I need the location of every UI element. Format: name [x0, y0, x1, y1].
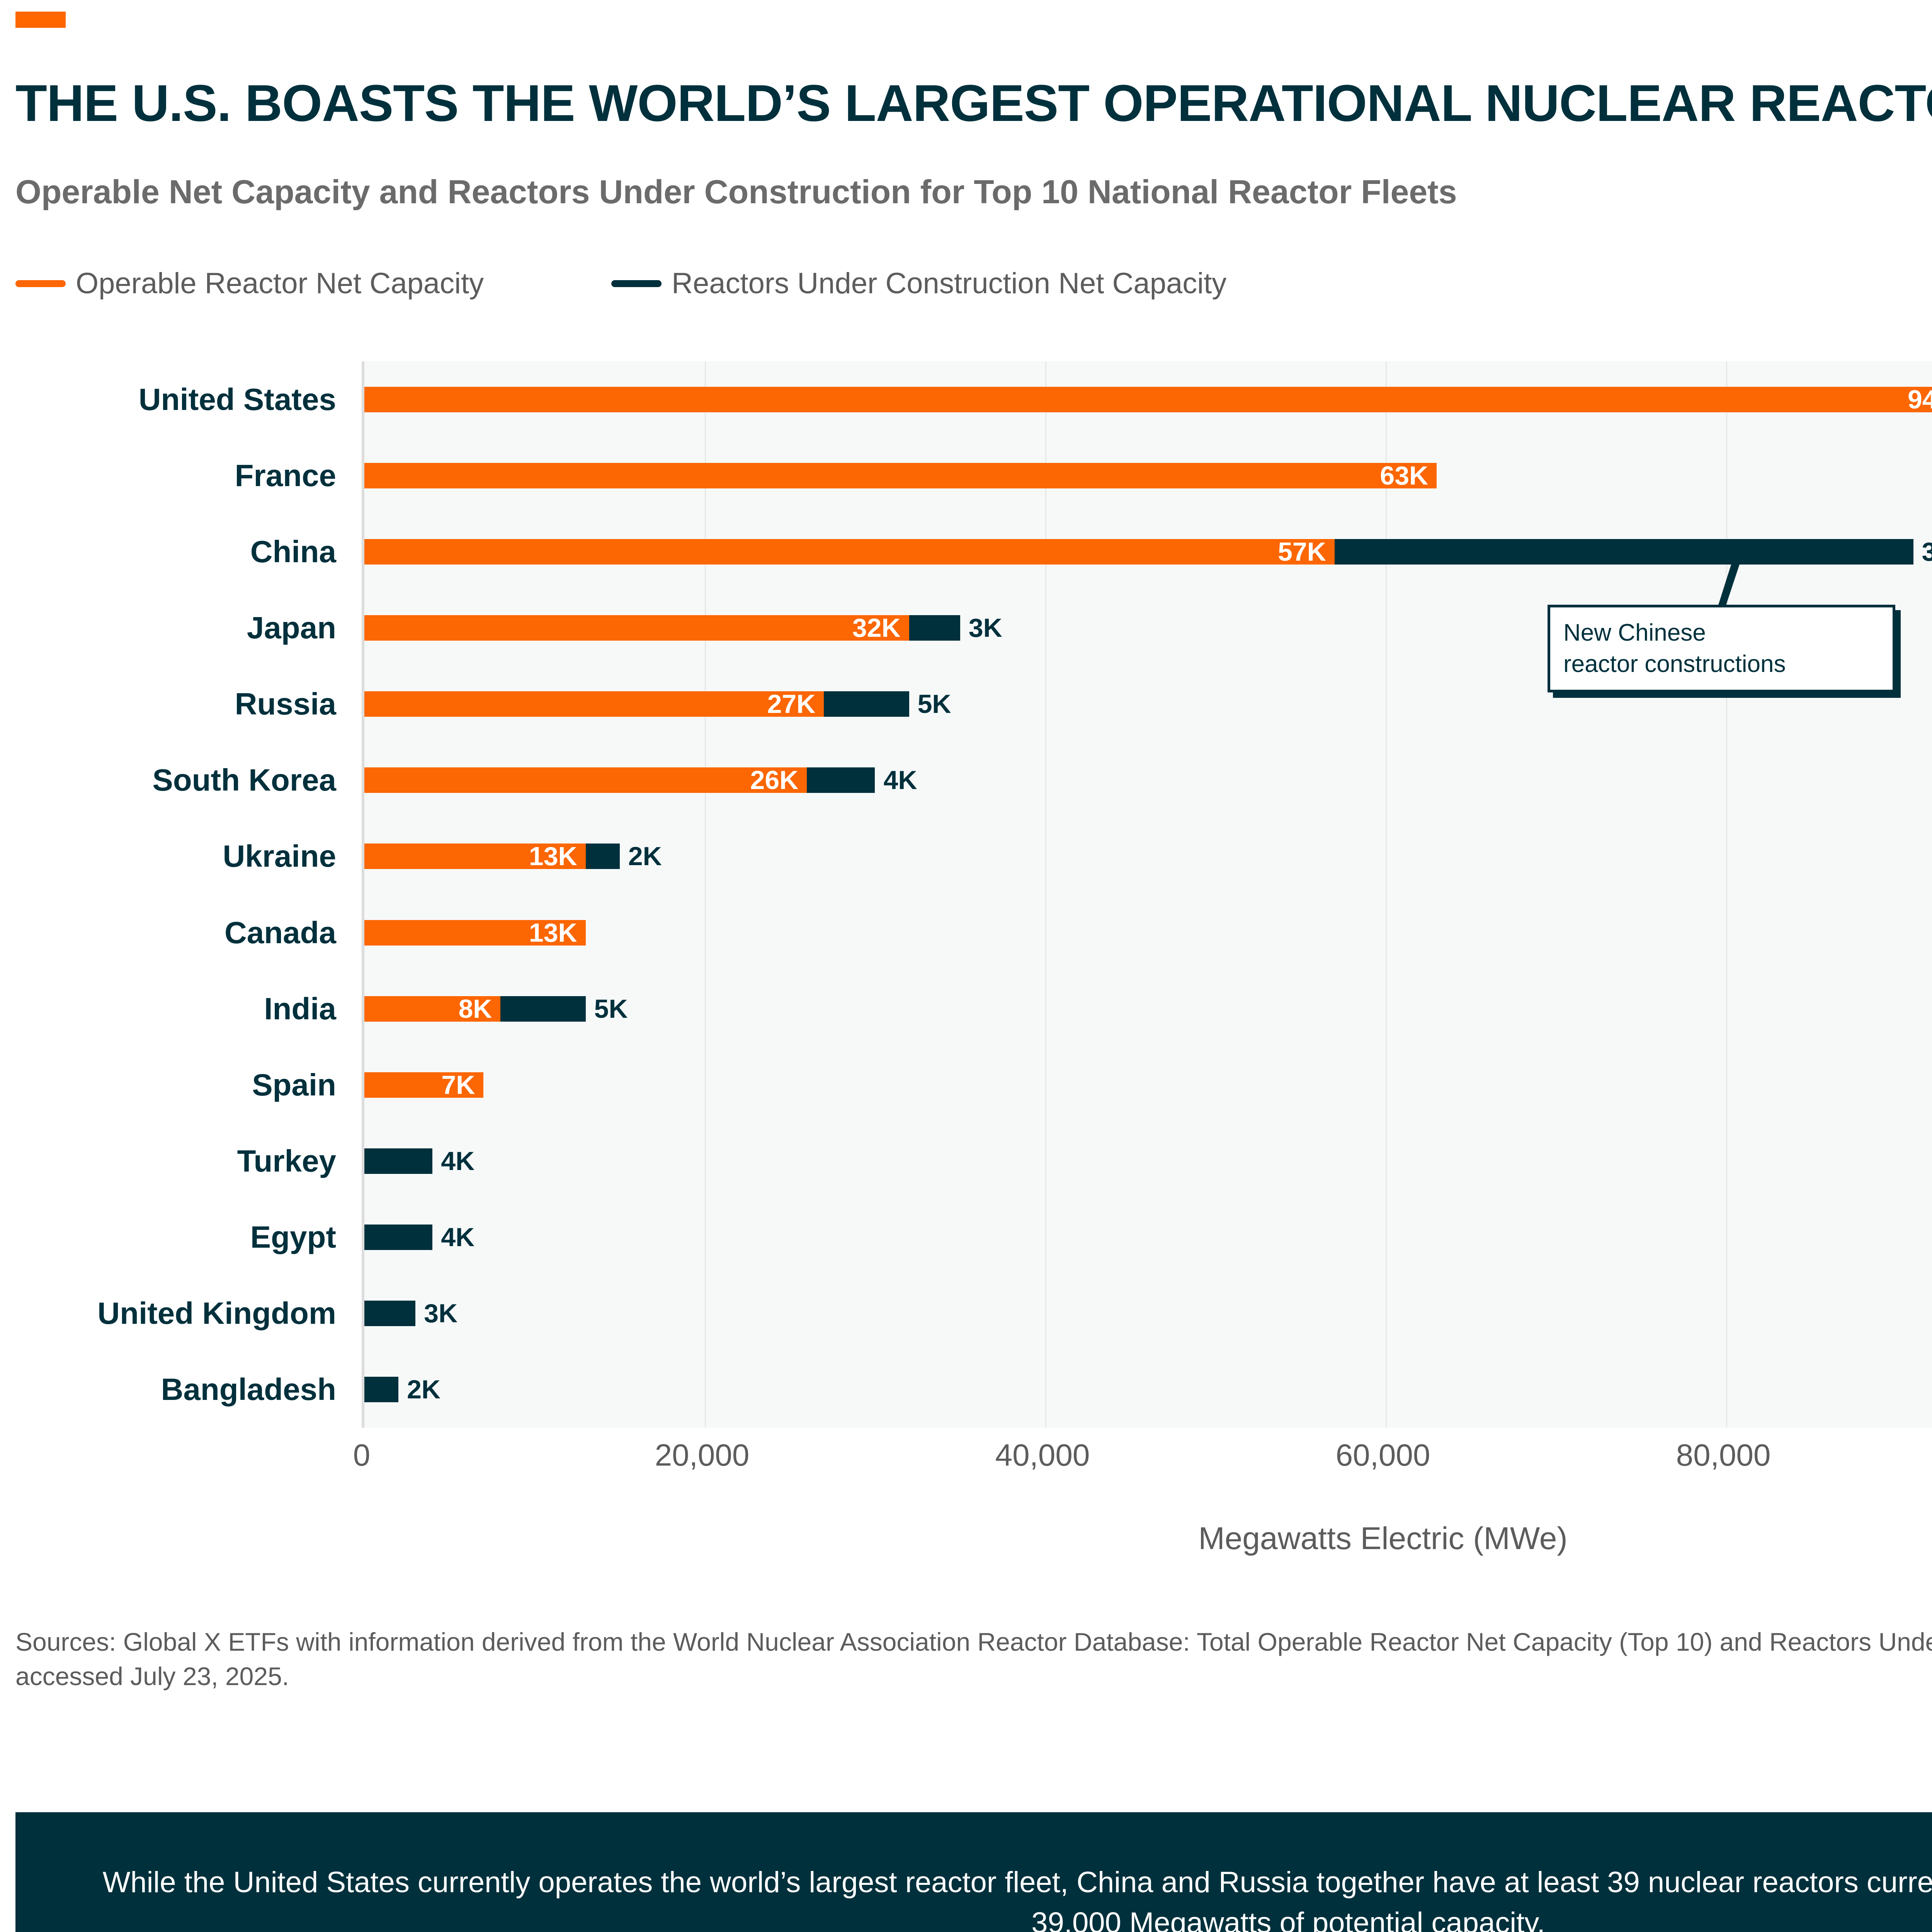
bar-value-label: 2K: [407, 1375, 441, 1405]
x-tick-label: 80,000: [1676, 1438, 1771, 1472]
legend-swatch-under-construction: [611, 280, 662, 287]
bar-row[interactable]: 13K 2K: [364, 842, 1932, 871]
bar-segment-under-construction[interactable]: [824, 691, 909, 717]
bar-row[interactable]: 7K: [364, 1070, 1932, 1100]
bar-value-label: 34K: [1922, 537, 1932, 566]
legend-item-operable[interactable]: Operable Reactor Net Capacity: [15, 267, 484, 300]
category-label-turkey: Turkey: [237, 1144, 336, 1178]
bar-row[interactable]: 3K: [364, 1299, 1932, 1328]
x-tick-label: 20,000: [655, 1438, 750, 1472]
legend-label-under-construction: Reactors Under Construction Net Capacity: [672, 267, 1227, 300]
bar-segment-operable[interactable]: 13K: [364, 842, 586, 871]
x-axis-title: Megawatts Electric (MWe): [1198, 1521, 1568, 1556]
bar-row[interactable]: 8K 5K: [364, 994, 1932, 1024]
bar-row[interactable]: 94K3K: [364, 384, 1932, 414]
bar-row[interactable]: 27K 5K: [364, 689, 1932, 719]
gridline-20000: [705, 361, 706, 1428]
bar-value-label: 63K: [1380, 461, 1429, 490]
bar-value-label: 26K: [750, 765, 799, 795]
bar-row[interactable]: 57K 34K: [364, 537, 1932, 566]
category-label-france: France: [235, 458, 336, 493]
bar-segment-under-construction[interactable]: [364, 1377, 399, 1403]
callout-china-text: New Chinese reactor constructions: [1563, 619, 1786, 677]
key-takeaway-banner: While the United States currently operat…: [15, 1812, 1932, 1932]
category-label-bangladesh: Bangladesh: [161, 1372, 336, 1407]
gridline-60000: [1386, 361, 1387, 1428]
bar-value-label: 57K: [1278, 537, 1326, 566]
bar-value-label: 27K: [767, 689, 816, 719]
bar-segment-operable[interactable]: 32K: [364, 613, 909, 643]
bar-segment-operable[interactable]: 63K: [364, 461, 1437, 490]
category-label-china: China: [250, 534, 336, 569]
bar-segment-under-construction[interactable]: [909, 615, 960, 641]
category-label-south-korea: South Korea: [152, 763, 336, 798]
x-tick-label: 60,000: [1335, 1438, 1430, 1472]
category-label-ukraine: Ukraine: [223, 839, 336, 874]
bar-value-label: 3K: [968, 613, 1002, 643]
bar-value-label: 13K: [529, 918, 577, 947]
category-label-egypt: Egypt: [250, 1220, 336, 1255]
bar-row[interactable]: 2K: [364, 1375, 1932, 1405]
bar-segment-operable[interactable]: 94K: [364, 384, 1932, 414]
category-label-spain: Spain: [252, 1067, 336, 1102]
callout-china-leader-line: [1718, 553, 1743, 607]
bar-value-label: 4K: [441, 1223, 475, 1252]
category-label-japan: Japan: [247, 611, 336, 645]
key-takeaway-text: While the United States currently operat…: [102, 1866, 1932, 1932]
bar-row[interactable]: 32K 3K: [364, 613, 1932, 643]
bar-value-label: 13K: [529, 842, 577, 871]
bar-row[interactable]: 26K 4K: [364, 765, 1932, 795]
bar-segment-under-construction[interactable]: [807, 767, 875, 793]
page-title: THE U.S. BOASTS THE WORLD’S LARGEST OPER…: [15, 74, 1932, 132]
bar-segment-under-construction[interactable]: [585, 844, 620, 869]
gridline-80000: [1726, 361, 1727, 1428]
bar-row[interactable]: 4K: [364, 1146, 1932, 1176]
callout-china-new-reactors: New Chinese reactor constructions: [1548, 605, 1895, 693]
x-tick-label: 0: [353, 1438, 371, 1472]
legend-swatch-operable: [15, 280, 66, 287]
bar-segment-under-construction[interactable]: [500, 996, 586, 1022]
gridline-40000: [1045, 361, 1046, 1428]
category-label-russia: Russia: [235, 687, 336, 721]
chart-plot-area: 94K3K63K57K34K32K3K27K5K26K4K13K2K13K8K5…: [362, 361, 1932, 1428]
category-label-united-kingdom: United Kingdom: [97, 1296, 336, 1331]
legend-item-under-construction[interactable]: Reactors Under Construction Net Capacity: [611, 267, 1226, 300]
bar-value-label: 4K: [441, 1146, 475, 1176]
bar-segment-operable[interactable]: 13K: [364, 918, 586, 947]
bar-segment-under-construction[interactable]: [364, 1301, 416, 1327]
x-tick-label: 40,000: [995, 1438, 1090, 1472]
bar-segment-under-construction[interactable]: [1334, 539, 1913, 565]
bar-segment-under-construction[interactable]: [364, 1225, 433, 1250]
bar-value-label: 8K: [458, 994, 492, 1024]
bar-row[interactable]: 13K: [364, 918, 1932, 947]
category-label-canada: Canada: [224, 915, 336, 950]
brand-accent-bar: [15, 12, 66, 28]
bar-segment-under-construction[interactable]: [364, 1148, 433, 1174]
bar-value-label: 5K: [594, 994, 628, 1024]
bar-segment-operable[interactable]: 26K: [364, 765, 807, 795]
bar-value-label: 7K: [441, 1070, 475, 1100]
bar-segment-operable[interactable]: 8K: [364, 994, 501, 1024]
bar-value-label: 4K: [883, 765, 917, 795]
bar-row[interactable]: 4K: [364, 1223, 1932, 1252]
category-label-india: India: [264, 991, 336, 1026]
bar-value-label: 5K: [917, 689, 951, 719]
bar-value-label: 2K: [628, 842, 662, 871]
category-label-united-states: United States: [138, 382, 336, 417]
bar-value-label: 32K: [852, 613, 901, 643]
bar-segment-operable[interactable]: 57K: [364, 537, 1335, 566]
bar-segment-operable[interactable]: 27K: [364, 689, 824, 719]
chart-legend: Operable Reactor Net Capacity Reactors U…: [15, 267, 1226, 300]
sources-note: Sources: Global X ETFs with information …: [15, 1628, 1932, 1691]
bar-row[interactable]: 63K: [364, 461, 1932, 490]
y-axis-category-labels: United States France China Japan Russia South…: [0, 361, 350, 1428]
bar-segment-operable[interactable]: 7K: [364, 1070, 484, 1100]
bar-value-label: 3K: [424, 1299, 458, 1328]
legend-label-operable: Operable Reactor Net Capacity: [76, 267, 484, 300]
bar-value-label: 94K: [1907, 384, 1932, 414]
chart-subtitle: Operable Net Capacity and Reactors Under…: [15, 173, 1457, 211]
